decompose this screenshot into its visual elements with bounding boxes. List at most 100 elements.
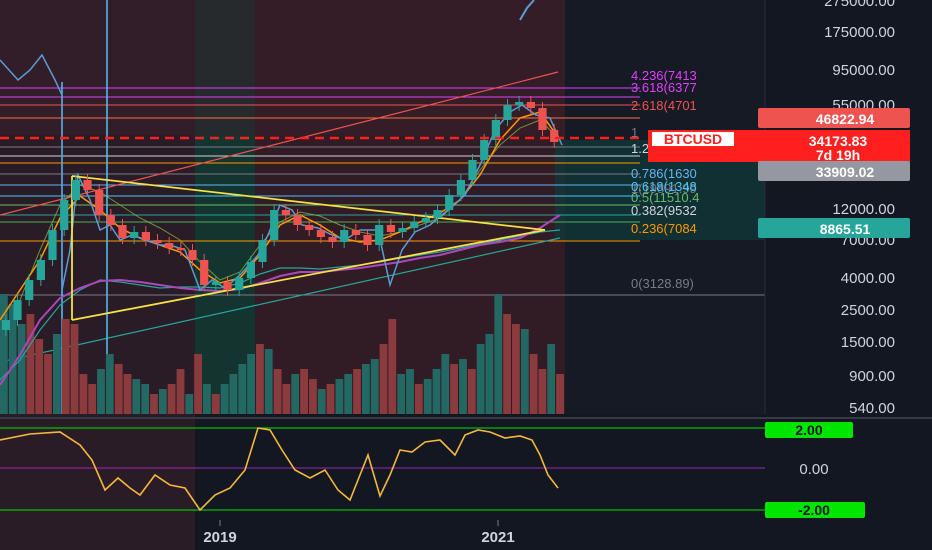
fib-label: 0.382(9532 xyxy=(631,203,697,218)
bg-zone-top xyxy=(0,0,565,135)
volume-bar xyxy=(132,379,141,414)
volume-bar xyxy=(220,384,229,414)
price-tag-lower-text: 8865.51 xyxy=(820,221,871,237)
volume-bar xyxy=(494,294,503,414)
volume-bar xyxy=(414,384,423,414)
price-axis-label: 4000.00 xyxy=(841,270,895,287)
candle-body xyxy=(526,102,535,108)
candle-body xyxy=(71,180,80,200)
price-tag-middle-bg xyxy=(758,161,910,181)
candle-body xyxy=(270,210,279,240)
volume-bar xyxy=(158,389,167,414)
volume-bar xyxy=(123,374,132,414)
candle-body xyxy=(106,215,115,225)
volume-bar xyxy=(35,339,44,414)
candle-body xyxy=(305,225,314,230)
volume-bar xyxy=(467,369,476,414)
volume-bar xyxy=(335,379,344,414)
channel-upper-line xyxy=(0,71,559,216)
volume-bar xyxy=(282,384,291,414)
volume-bar xyxy=(459,359,467,414)
candle-body xyxy=(456,180,465,195)
fibonacci-labels: 4.236(74133.618(63772.618(470111.272(244… xyxy=(631,68,699,291)
volume-bar xyxy=(26,314,35,414)
volume-bar xyxy=(529,354,538,414)
osc-lower-tag-text: -2.00 xyxy=(798,502,830,518)
candle-body xyxy=(60,200,69,230)
channel-lower-line xyxy=(0,237,561,363)
candle-body xyxy=(141,232,150,240)
candle-body xyxy=(491,120,500,140)
price-axis-label: 2500.00 xyxy=(841,302,895,319)
price-axis-label: 1500.00 xyxy=(841,334,895,351)
time-label-2021: 2021 xyxy=(481,529,514,546)
candle-body xyxy=(363,235,372,245)
volume-bar xyxy=(8,304,17,414)
volume-histogram xyxy=(0,294,564,414)
fib-label: 0.786(1630 xyxy=(631,166,697,181)
volume-bar xyxy=(388,319,397,414)
candle-body xyxy=(95,190,104,215)
volume-bar xyxy=(53,334,61,414)
volume-bar xyxy=(379,344,388,414)
volume-bar xyxy=(300,369,308,414)
volume-bar xyxy=(150,394,158,414)
volume-bar xyxy=(291,374,300,414)
oscillator-pane[interactable]: 2.00 0.00 -2.00 xyxy=(0,422,865,518)
price-tag-middle-text: 33909.02 xyxy=(816,164,875,180)
triangle-upper-line xyxy=(71,175,546,231)
price-axis[interactable]: 275000.00175000.0095000.0055000.0012000.… xyxy=(764,0,895,417)
candle-body xyxy=(515,102,524,105)
fib-label: 2.618(4701 xyxy=(631,98,697,113)
price-tag-lower: 8865.51 xyxy=(758,218,910,238)
volume-bar xyxy=(273,369,282,414)
candle-body xyxy=(340,230,349,242)
volume-bar xyxy=(70,324,79,414)
volume-bar xyxy=(317,389,326,414)
candle-body xyxy=(550,130,559,142)
candle-body xyxy=(188,250,197,260)
candle-body xyxy=(176,248,185,250)
candle-body xyxy=(165,243,174,248)
volume-bar xyxy=(17,324,26,414)
osc-upper-tag-text: 2.00 xyxy=(795,422,822,438)
price-axis-label: 95000.00 xyxy=(832,62,895,79)
price-tag-upper-bg xyxy=(758,108,910,128)
candle-body xyxy=(211,282,220,285)
candle-body xyxy=(398,228,407,232)
price-axis-label: 900.00 xyxy=(849,368,895,385)
symbol-label: BTCUSD xyxy=(664,131,722,147)
candle-body xyxy=(200,260,209,285)
time-label-2019: 2019 xyxy=(203,529,236,546)
candle-body xyxy=(445,195,454,210)
candle-body xyxy=(421,218,430,222)
volume-bar xyxy=(326,384,335,414)
candle-body xyxy=(36,260,45,280)
candle-body xyxy=(130,232,139,238)
candle-body xyxy=(13,300,22,320)
time-axis[interactable]: 2019 2021 xyxy=(203,520,515,546)
fib-label: 0.618(1348 xyxy=(631,179,697,194)
candle-body xyxy=(293,215,302,225)
volume-bar xyxy=(520,329,529,414)
volume-bar xyxy=(0,294,8,414)
price-tag-current: BTCUSD 34173.83 7d 19h xyxy=(648,130,910,163)
volume-bar xyxy=(432,369,441,414)
price-axis-label: 540.00 xyxy=(849,400,895,417)
volume-bar xyxy=(264,349,273,414)
volume-bar xyxy=(397,374,406,414)
volume-bar xyxy=(114,364,123,414)
candle-body xyxy=(433,210,442,218)
volume-bar xyxy=(176,369,185,414)
volume-bar xyxy=(450,364,458,414)
candle-body xyxy=(153,240,162,243)
volume-bar xyxy=(256,344,264,414)
candle-body xyxy=(468,160,477,180)
volume-bar xyxy=(61,319,70,414)
price-axis-label: 12000.00 xyxy=(832,201,895,218)
price-axis-label: 175000.00 xyxy=(824,24,895,41)
candle-body xyxy=(386,225,395,232)
volume-bar xyxy=(194,354,202,414)
